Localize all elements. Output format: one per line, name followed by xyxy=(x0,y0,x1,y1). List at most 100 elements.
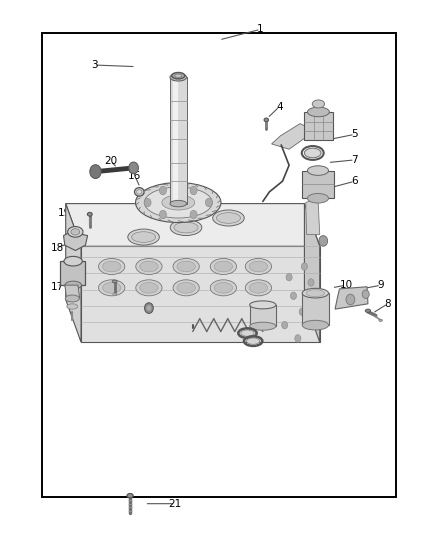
Ellipse shape xyxy=(307,107,329,117)
Polygon shape xyxy=(66,204,81,342)
Ellipse shape xyxy=(302,320,328,330)
Circle shape xyxy=(299,308,305,316)
Ellipse shape xyxy=(136,259,162,274)
Ellipse shape xyxy=(264,118,268,122)
Ellipse shape xyxy=(245,280,272,296)
Text: 17: 17 xyxy=(50,282,64,292)
Ellipse shape xyxy=(144,187,212,218)
Ellipse shape xyxy=(249,282,268,293)
Circle shape xyxy=(205,198,212,207)
Text: 16: 16 xyxy=(128,171,141,181)
Circle shape xyxy=(129,162,138,174)
Ellipse shape xyxy=(302,288,328,298)
Ellipse shape xyxy=(113,293,117,295)
Text: 15: 15 xyxy=(102,268,115,278)
Text: 20: 20 xyxy=(104,156,117,166)
Text: 2: 2 xyxy=(180,147,187,157)
Ellipse shape xyxy=(214,261,233,272)
Ellipse shape xyxy=(137,190,142,194)
Ellipse shape xyxy=(210,280,237,296)
Circle shape xyxy=(159,211,166,219)
Ellipse shape xyxy=(173,259,199,274)
Circle shape xyxy=(346,294,355,305)
Polygon shape xyxy=(302,293,328,325)
Ellipse shape xyxy=(210,259,237,274)
Circle shape xyxy=(290,292,297,300)
Ellipse shape xyxy=(131,232,155,243)
Ellipse shape xyxy=(99,259,125,274)
Text: 12: 12 xyxy=(274,308,287,318)
Ellipse shape xyxy=(99,280,125,296)
Ellipse shape xyxy=(127,494,133,498)
Text: 8: 8 xyxy=(384,299,391,309)
Polygon shape xyxy=(81,246,320,342)
Ellipse shape xyxy=(135,182,221,223)
Text: 19: 19 xyxy=(58,208,71,218)
Ellipse shape xyxy=(379,319,382,321)
Ellipse shape xyxy=(67,227,83,237)
Text: 11: 11 xyxy=(263,319,276,328)
Polygon shape xyxy=(272,124,315,149)
Ellipse shape xyxy=(307,193,328,203)
Polygon shape xyxy=(335,287,368,309)
Ellipse shape xyxy=(87,212,92,216)
Ellipse shape xyxy=(306,290,325,296)
Circle shape xyxy=(282,321,288,329)
Circle shape xyxy=(159,186,166,195)
Polygon shape xyxy=(304,204,320,342)
Ellipse shape xyxy=(213,210,244,226)
Ellipse shape xyxy=(250,322,276,330)
Text: 18: 18 xyxy=(50,243,64,253)
Ellipse shape xyxy=(214,282,233,293)
Text: 21: 21 xyxy=(169,499,182,508)
Ellipse shape xyxy=(65,281,81,289)
Ellipse shape xyxy=(170,74,187,81)
Polygon shape xyxy=(66,204,320,246)
Ellipse shape xyxy=(170,220,202,236)
Text: 6: 6 xyxy=(351,176,358,186)
Text: 4: 4 xyxy=(276,102,283,111)
Polygon shape xyxy=(60,261,85,285)
Polygon shape xyxy=(250,305,276,326)
Ellipse shape xyxy=(175,74,182,77)
Text: 3: 3 xyxy=(91,60,98,70)
Ellipse shape xyxy=(71,229,80,235)
Ellipse shape xyxy=(102,261,121,272)
Ellipse shape xyxy=(65,295,79,302)
Circle shape xyxy=(90,165,101,179)
Polygon shape xyxy=(170,77,187,204)
Circle shape xyxy=(308,279,314,286)
Ellipse shape xyxy=(173,280,199,296)
Ellipse shape xyxy=(67,304,78,309)
Ellipse shape xyxy=(177,261,195,272)
Ellipse shape xyxy=(365,309,371,312)
Text: 13: 13 xyxy=(220,307,233,317)
Text: 1: 1 xyxy=(257,25,264,34)
Polygon shape xyxy=(304,112,333,140)
Ellipse shape xyxy=(245,259,272,274)
Circle shape xyxy=(190,186,197,195)
Bar xyxy=(42,33,396,497)
Ellipse shape xyxy=(64,256,82,266)
Circle shape xyxy=(301,263,307,270)
Ellipse shape xyxy=(304,148,321,158)
Ellipse shape xyxy=(249,261,268,272)
Polygon shape xyxy=(64,232,88,251)
Ellipse shape xyxy=(140,261,158,272)
Ellipse shape xyxy=(312,100,325,108)
Polygon shape xyxy=(173,77,178,204)
Ellipse shape xyxy=(102,282,121,293)
Polygon shape xyxy=(302,171,334,198)
Circle shape xyxy=(190,211,197,219)
Circle shape xyxy=(319,236,328,246)
Circle shape xyxy=(145,303,153,313)
Polygon shape xyxy=(306,198,320,235)
Ellipse shape xyxy=(307,166,328,175)
Ellipse shape xyxy=(136,280,162,296)
Text: 14: 14 xyxy=(148,318,161,327)
Text: 11: 11 xyxy=(263,330,276,340)
Circle shape xyxy=(144,198,151,207)
Text: 7: 7 xyxy=(351,155,358,165)
Circle shape xyxy=(286,273,292,281)
Ellipse shape xyxy=(140,282,158,293)
